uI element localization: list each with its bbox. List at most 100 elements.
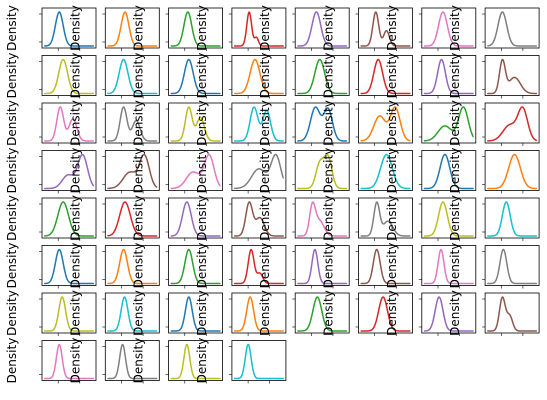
density-curve-47 xyxy=(423,248,474,285)
subplot-5: Density xyxy=(258,5,350,51)
y-axis-label: Density xyxy=(448,53,462,99)
density-curve-23 xyxy=(423,106,474,142)
y-axis-label: Density xyxy=(322,195,336,241)
density-curve-8 xyxy=(487,11,538,47)
subplot-53: Density xyxy=(258,290,350,336)
subplot-46: Density xyxy=(322,243,413,289)
subplot-43: Density xyxy=(132,243,224,289)
axes-frame-13 xyxy=(294,55,350,96)
density-curve-48 xyxy=(487,248,538,285)
density-curve-57 xyxy=(43,343,95,380)
y-axis-label: Density xyxy=(448,195,462,241)
y-axis-label: Density xyxy=(322,5,336,51)
subplot-21: Density xyxy=(258,100,350,146)
axes-frame-49 xyxy=(41,292,97,334)
axes-frame-16 xyxy=(484,55,540,96)
subplot-9: Density xyxy=(5,53,97,99)
axes-frame-37 xyxy=(294,197,350,239)
y-axis-label: Density xyxy=(385,195,399,241)
density-curve-16 xyxy=(487,58,538,95)
subplot-34: Density xyxy=(68,195,160,241)
y-axis-label: Density xyxy=(385,148,399,194)
axes-frame-25 xyxy=(41,150,97,191)
subplot-20: Density xyxy=(195,100,287,146)
axes-frame-34 xyxy=(104,197,160,239)
subplot-42: Density xyxy=(68,243,160,289)
axes-frame-45 xyxy=(294,245,350,286)
y-axis-label: Density xyxy=(5,53,19,99)
axes-frame-32 xyxy=(484,150,540,191)
axes-frame-24 xyxy=(484,102,540,144)
axes-frame-26 xyxy=(104,150,160,191)
subplot-58: Density xyxy=(68,338,160,384)
subplot-47: Density xyxy=(385,243,477,289)
y-axis-label: Density xyxy=(132,243,146,289)
density-curve-19 xyxy=(170,106,221,142)
y-axis-label: Density xyxy=(448,148,462,194)
axes-frame-17 xyxy=(41,102,97,144)
density-curve-15 xyxy=(423,58,474,95)
y-axis-label: Density xyxy=(322,148,336,194)
axes-frame-4 xyxy=(231,7,287,49)
density-curve-40 xyxy=(487,201,538,237)
subplot-57: Density xyxy=(5,338,97,384)
density-curve-9 xyxy=(43,58,95,95)
density-curve-27 xyxy=(170,153,221,190)
y-axis-label: Density xyxy=(5,148,19,194)
y-axis-label: Density xyxy=(385,243,399,289)
subplot-8: Density xyxy=(448,5,540,51)
density-curve-1 xyxy=(43,11,95,47)
y-axis-label: Density xyxy=(195,243,209,289)
density-curve-52 xyxy=(233,296,284,332)
y-axis-label: Density xyxy=(132,338,146,384)
density-curve-56 xyxy=(487,296,538,332)
density-curve-34 xyxy=(107,201,158,237)
axes-frame-46 xyxy=(358,245,413,286)
axes-frame-55 xyxy=(421,292,477,334)
density-curve-36 xyxy=(233,201,284,237)
y-axis-label: Density xyxy=(68,5,82,51)
density-curve-17 xyxy=(43,106,95,142)
y-axis-label: Density xyxy=(68,290,82,336)
subplot-22: Density xyxy=(322,100,413,146)
axes-frame-36 xyxy=(231,197,287,239)
subplot-60: Density xyxy=(195,338,287,384)
density-curve-11 xyxy=(170,58,221,95)
y-axis-label: Density xyxy=(195,195,209,241)
subplot-48: Density xyxy=(448,243,540,289)
subplot-24: Density xyxy=(448,100,540,146)
density-curve-20 xyxy=(233,106,284,142)
y-axis-label: Density xyxy=(5,195,19,241)
y-axis-label: Density xyxy=(385,53,399,99)
subplot-51: Density xyxy=(132,290,224,336)
subplot-36: Density xyxy=(195,195,287,241)
axes-frame-28 xyxy=(231,150,287,191)
axes-frame-3 xyxy=(168,7,224,49)
density-curve-33 xyxy=(43,201,95,237)
density-curve-53 xyxy=(297,296,348,332)
density-curve-35 xyxy=(170,201,221,237)
axes-frame-54 xyxy=(358,292,413,334)
axes-frame-14 xyxy=(358,55,413,96)
axes-frame-56 xyxy=(484,292,540,334)
y-axis-label: Density xyxy=(322,53,336,99)
subplot-17: Density xyxy=(5,100,97,146)
density-curve-59 xyxy=(170,343,221,380)
y-axis-label: Density xyxy=(448,100,462,146)
subplot-16: Density xyxy=(448,53,540,99)
axes-frame-51 xyxy=(168,292,224,334)
y-axis-label: Density xyxy=(322,243,336,289)
y-axis-label: Density xyxy=(258,148,272,194)
axes-frame-19 xyxy=(168,102,224,144)
subplot-33: Density xyxy=(5,195,97,241)
y-axis-label: Density xyxy=(68,53,82,99)
density-curve-46 xyxy=(360,248,411,285)
axes-frame-50 xyxy=(104,292,160,334)
y-axis-label: Density xyxy=(68,338,82,384)
density-curve-6 xyxy=(360,11,411,47)
axes-frame-53 xyxy=(294,292,350,334)
y-axis-label: Density xyxy=(195,5,209,51)
subplot-56: Density xyxy=(448,290,540,336)
subplot-2: Density xyxy=(68,5,160,51)
